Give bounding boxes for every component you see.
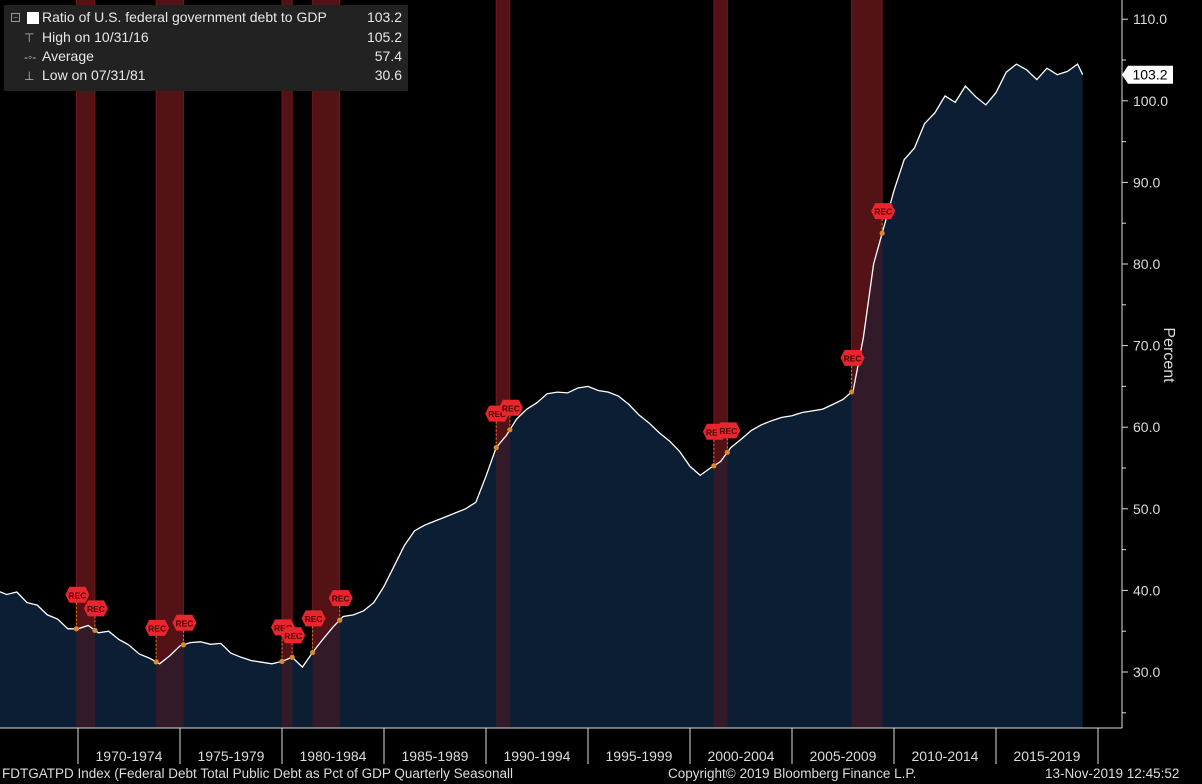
legend-high-value: 105.2 (367, 29, 402, 45)
y-tick-label: 90.0 (1133, 174, 1160, 190)
last-value-label: 103.2 (1132, 67, 1167, 83)
recession-marker-label: REC (284, 631, 302, 641)
average-marker-icon: -◦- (24, 50, 36, 64)
footer-index-description: FDTGATPD Index (Federal Debt Total Publi… (2, 766, 513, 781)
recession-marker-label: REC (148, 623, 166, 633)
recession-marker-dot (310, 650, 315, 655)
recession-marker-label: REC (175, 618, 193, 628)
x-tick-label: 2010-2014 (912, 748, 979, 764)
recession-marker-dot (849, 389, 854, 394)
recession-band-overlay (714, 0, 727, 728)
recession-marker-dot (507, 427, 512, 432)
legend-row-series: − Ratio of U.S. federal government debt … (4, 9, 404, 28)
recession-marker-dot (279, 659, 284, 664)
x-tick-label: 1980-1984 (300, 748, 367, 764)
collapse-icon[interactable]: − (11, 13, 20, 22)
recession-band-overlay (282, 0, 292, 728)
recession-marker-label: REC (719, 426, 737, 436)
recession-marker-label: REC (87, 604, 105, 614)
footer-timestamp: 13-Nov-2019 12:45:52 (1045, 766, 1179, 781)
x-tick-label: 2000-2004 (708, 748, 775, 764)
x-tick-label: 2005-2009 (810, 748, 877, 764)
high-marker-icon: ⊤ (24, 31, 34, 45)
recession-marker-dot (880, 231, 885, 236)
y-tick-label: 100.0 (1133, 93, 1168, 109)
legend-panel: − Ratio of U.S. federal government debt … (4, 5, 408, 91)
legend-average-label: Average (42, 48, 94, 64)
footer-copyright: Copyright© 2019 Bloomberg Finance L.P. (668, 766, 916, 781)
recession-marker-label: REC (305, 614, 323, 624)
legend-average-value: 57.4 (375, 48, 402, 64)
y-tick-label: 40.0 (1133, 582, 1160, 598)
y-tick-label: 30.0 (1133, 664, 1160, 680)
series-swatch-icon (27, 12, 39, 24)
recession-marker-dot (290, 655, 295, 660)
x-tick-label: 1990-1994 (504, 748, 571, 764)
legend-series-label: Ratio of U.S. federal government debt to… (42, 9, 327, 25)
recession-marker-label: REC (502, 403, 520, 413)
recession-marker-label: REC (332, 594, 350, 604)
recession-marker-dot (725, 450, 730, 455)
y-tick-label: 80.0 (1133, 256, 1160, 272)
x-tick-label: 1970-1974 (96, 748, 163, 764)
y-tick-label: 50.0 (1133, 501, 1160, 517)
recession-marker-dot (154, 659, 159, 664)
x-tick-label: 2015-2019 (1014, 748, 1081, 764)
recession-marker-label: REC (68, 590, 86, 600)
x-tick-label: 1985-1989 (402, 748, 469, 764)
y-axis-label: Percent (1159, 325, 1177, 385)
recession-marker-dot (92, 628, 97, 633)
legend-row-high: ⊤ High on 10/31/16 105.2 (4, 29, 404, 48)
legend-low-value: 30.6 (375, 67, 402, 83)
low-marker-icon: ⊥ (24, 69, 34, 83)
legend-row-low: ⊥ Low on 07/31/81 30.6 (4, 67, 404, 86)
recession-marker-dot (337, 618, 342, 623)
recession-marker-dot (74, 626, 79, 631)
y-tick-label: 110.0 (1133, 11, 1167, 27)
legend-low-label: Low on 07/31/81 (42, 67, 146, 83)
legend-high-label: High on 10/31/16 (42, 29, 149, 45)
y-tick-label: 70.0 (1133, 338, 1160, 354)
recession-band-overlay (496, 0, 510, 728)
recession-marker-label: REC (844, 353, 862, 363)
recession-marker-dot (711, 463, 716, 468)
recession-band-overlay (76, 0, 95, 728)
recession-marker-dot (181, 642, 186, 647)
recession-marker-dot (494, 445, 499, 450)
recession-marker-label: REC (874, 207, 892, 217)
legend-row-average: -◦- Average 57.4 (4, 48, 404, 67)
y-tick-label: 60.0 (1133, 419, 1160, 435)
legend-series-value: 103.2 (367, 9, 402, 25)
x-tick-label: 1995-1999 (606, 748, 673, 764)
x-tick-label: 1975-1979 (198, 748, 265, 764)
